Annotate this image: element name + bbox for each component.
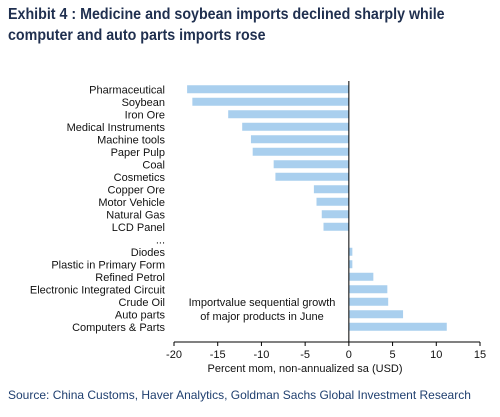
chart-title: Exhibit 4 : Medicine and soybean imports… — [8, 6, 445, 44]
bar-diodes — [348, 247, 353, 256]
category-label-electronic-integrated-circuit: Electronic Integrated Circuit — [30, 284, 165, 296]
bar-pharmaceutical — [187, 85, 349, 94]
category-label-paper-pulp: Paper Pulp — [111, 147, 165, 159]
category-label-refined-petrol: Refined Petrol — [95, 272, 165, 284]
category-label-crude-oil: Crude Oil — [119, 297, 165, 309]
bar-plastic-in-primary-form — [348, 260, 353, 269]
bars-group — [187, 85, 447, 331]
x-tick-label: 0 — [346, 349, 352, 361]
category-label-motor-vehicle: Motor Vehicle — [98, 197, 165, 209]
category-label-computers-parts: Computers & Parts — [72, 322, 165, 334]
bar-motor-vehicle — [316, 197, 349, 206]
bar-coal — [273, 160, 349, 169]
bar-computers-parts — [348, 322, 447, 331]
bar-machine-tools — [250, 135, 349, 144]
bar-medical-instruments — [242, 122, 349, 131]
category-label-natural-gas: Natural Gas — [106, 209, 165, 221]
category-label-gap: ... — [156, 234, 165, 246]
category-label-pharmaceutical: Pharmaceutical — [89, 84, 165, 96]
category-label-auto-parts: Auto parts — [115, 309, 166, 321]
category-label-iron-ore: Iron Ore — [125, 109, 165, 121]
bar-crude-oil — [348, 297, 389, 306]
x-tick-label: 15 — [474, 349, 486, 361]
category-label-cosmetics: Cosmetics — [114, 172, 166, 184]
annotation: Importvalue sequential growth of major pr… — [189, 297, 336, 323]
bar-natural-gas — [321, 210, 349, 219]
category-label-coal: Coal — [142, 159, 165, 171]
category-label-lcd-panel: LCD Panel — [112, 222, 165, 234]
category-label-soybean: Soybean — [122, 97, 165, 109]
category-label-machine-tools: Machine tools — [97, 134, 165, 146]
category-label-medical-instruments: Medical Instruments — [67, 122, 166, 134]
annotation-line: of major products in June — [200, 311, 324, 323]
x-tick-label: -5 — [300, 349, 310, 361]
annotation-line: Importvalue sequential growth — [189, 297, 336, 309]
bar-cosmetics — [275, 172, 349, 181]
x-tick-label: -15 — [210, 349, 226, 361]
bar-lcd-panel — [323, 222, 349, 231]
x-tick-label: 10 — [430, 349, 442, 361]
x-axis-label: Percent mom, non-annualized sa (USD) — [207, 363, 402, 375]
bar-auto-parts — [348, 310, 404, 319]
bar-copper-ore — [313, 185, 349, 194]
category-label-plastic-in-primary-form: Plastic in Primary Form — [51, 259, 165, 271]
x-tick-label: -10 — [253, 349, 269, 361]
x-tick-label: 5 — [390, 349, 396, 361]
x-axis: -20 -15 -10 -5 0 5 10 15 Percent mom, non-annual… — [166, 81, 486, 375]
x-tick-label: -20 — [166, 349, 182, 361]
bar-electronic-integrated-circuit — [348, 285, 388, 294]
bar-paper-pulp — [252, 147, 349, 156]
category-label-copper-ore: Copper Ore — [108, 184, 165, 196]
bar-iron-ore — [228, 110, 349, 119]
bar-soybean — [192, 97, 349, 106]
category-label-diodes: Diodes — [131, 247, 166, 259]
bar-refined-petrol — [348, 272, 374, 281]
source-note: Source: China Customs, Haver Analytics, … — [8, 388, 471, 402]
